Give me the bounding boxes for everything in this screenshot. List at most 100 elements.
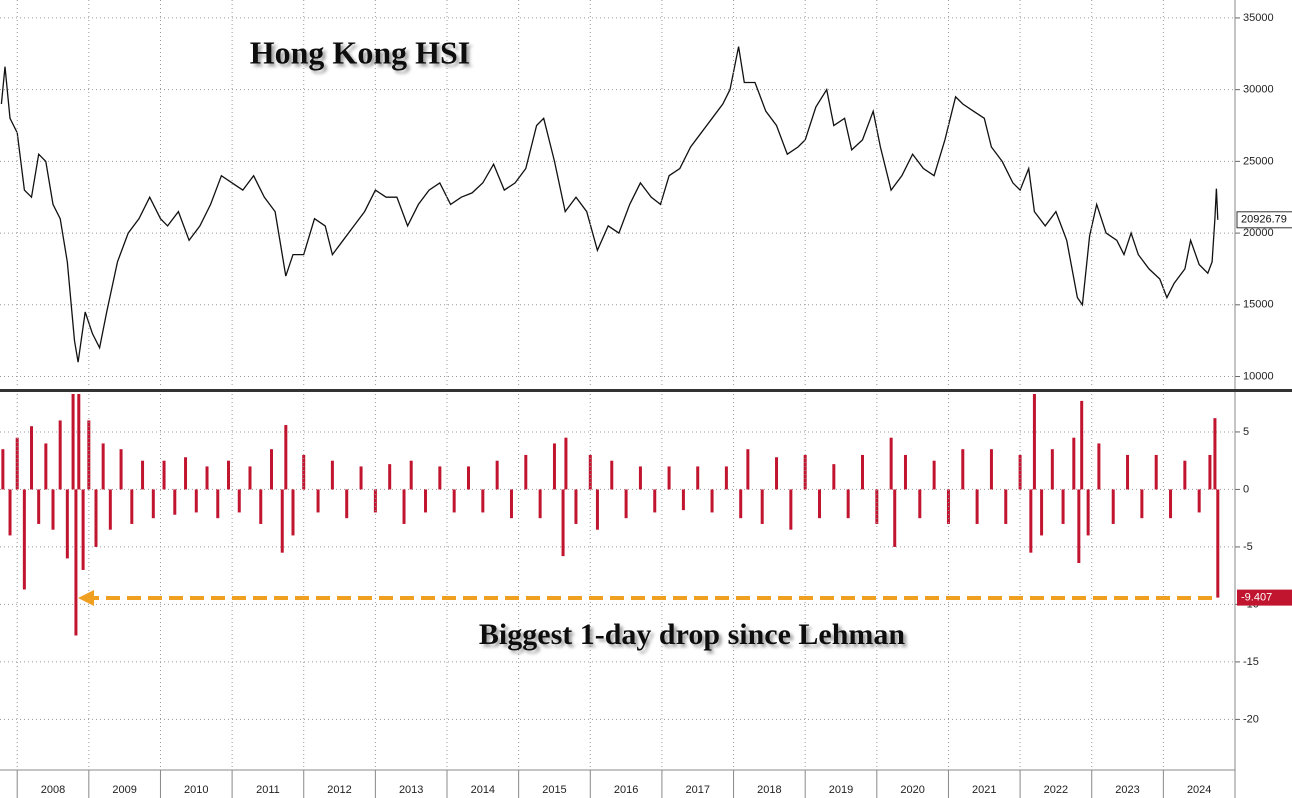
bar — [216, 489, 220, 519]
bar — [1126, 454, 1130, 490]
bar — [237, 489, 241, 513]
bar — [205, 466, 209, 490]
bar — [1080, 400, 1084, 490]
bar — [1004, 489, 1008, 524]
x-tick-label: 2015 — [542, 784, 566, 796]
bar — [1111, 489, 1115, 524]
bar — [101, 443, 105, 490]
bar — [846, 489, 850, 519]
bar — [574, 489, 578, 524]
chart-title: Hong Kong HSI — [250, 34, 471, 70]
bar — [789, 489, 793, 530]
bar — [932, 460, 936, 490]
bar — [94, 489, 98, 547]
bar — [316, 489, 320, 513]
bar — [1154, 454, 1158, 490]
bar — [44, 443, 48, 490]
bar — [58, 420, 62, 490]
x-tick-label: 2018 — [757, 784, 781, 796]
bar — [8, 489, 12, 536]
bar — [1050, 449, 1054, 490]
bar — [130, 489, 134, 524]
bar — [1208, 454, 1212, 490]
bar — [51, 489, 55, 530]
y-tick-label: 0 — [1243, 483, 1249, 495]
bar — [452, 489, 456, 513]
x-tick-label: 2009 — [112, 784, 136, 796]
x-tick-label: 2011 — [256, 784, 280, 796]
bar — [119, 449, 123, 490]
y-tick-label: 35000 — [1243, 12, 1274, 24]
y-tick-label: -20 — [1243, 713, 1259, 725]
bar — [681, 489, 685, 511]
bar — [284, 425, 288, 490]
bar — [194, 489, 198, 513]
bar — [667, 466, 671, 490]
bar — [746, 449, 750, 490]
bar — [30, 426, 34, 490]
bar — [538, 489, 542, 519]
bar — [775, 457, 779, 490]
y-tick-label: 5 — [1243, 426, 1249, 438]
bar — [1213, 418, 1217, 490]
x-tick-label: 2021 — [972, 784, 996, 796]
bar — [65, 489, 69, 559]
bar — [22, 489, 26, 590]
x-tick-label: 2024 — [1187, 784, 1211, 796]
bar — [1018, 454, 1022, 490]
series-group — [1, 394, 1220, 636]
bar — [903, 454, 907, 490]
bar — [1216, 489, 1220, 598]
bar — [860, 454, 864, 490]
x-tick-label: 2020 — [900, 784, 924, 796]
bar — [77, 394, 81, 490]
x-tick-label: 2017 — [685, 784, 709, 796]
bar — [15, 437, 19, 490]
bar — [269, 449, 273, 490]
bar — [653, 489, 657, 513]
bar — [961, 449, 965, 490]
bar — [893, 489, 897, 547]
bar — [402, 489, 406, 524]
last-value-box — [1236, 211, 1292, 229]
bar — [889, 437, 893, 490]
bar — [466, 466, 470, 490]
bar — [524, 454, 528, 490]
last-value-label: 20926.79 — [1241, 214, 1287, 226]
bar — [760, 489, 764, 524]
y-tick-label: 30000 — [1243, 84, 1274, 96]
bar — [803, 454, 807, 490]
bar — [832, 464, 836, 490]
bar — [1097, 443, 1101, 490]
bar — [1029, 489, 1033, 553]
bar — [1040, 489, 1044, 536]
bar — [595, 489, 599, 530]
bar — [424, 489, 428, 513]
bar — [975, 489, 979, 524]
bar — [561, 489, 565, 557]
bar — [696, 466, 700, 490]
x-tick-label: 2012 — [327, 784, 351, 796]
x-tick-label: 2010 — [184, 784, 208, 796]
last-value-box — [1237, 589, 1292, 606]
bar — [1140, 489, 1144, 519]
bar — [302, 454, 306, 490]
bar — [818, 489, 822, 519]
y-tick-label: 10000 — [1243, 370, 1274, 382]
bar — [495, 460, 499, 490]
bar — [373, 489, 377, 513]
bar — [259, 489, 263, 524]
x-tick-label: 2014 — [471, 784, 495, 796]
x-tick-label: 2019 — [829, 784, 853, 796]
bar — [388, 464, 392, 490]
bar — [151, 489, 155, 519]
bar — [280, 489, 284, 553]
bar — [74, 489, 78, 636]
x-tick-label: 2008 — [41, 784, 65, 796]
bar — [173, 489, 177, 515]
bar — [37, 489, 41, 524]
bar — [438, 466, 442, 490]
y-tick-label: 20000 — [1243, 227, 1274, 239]
